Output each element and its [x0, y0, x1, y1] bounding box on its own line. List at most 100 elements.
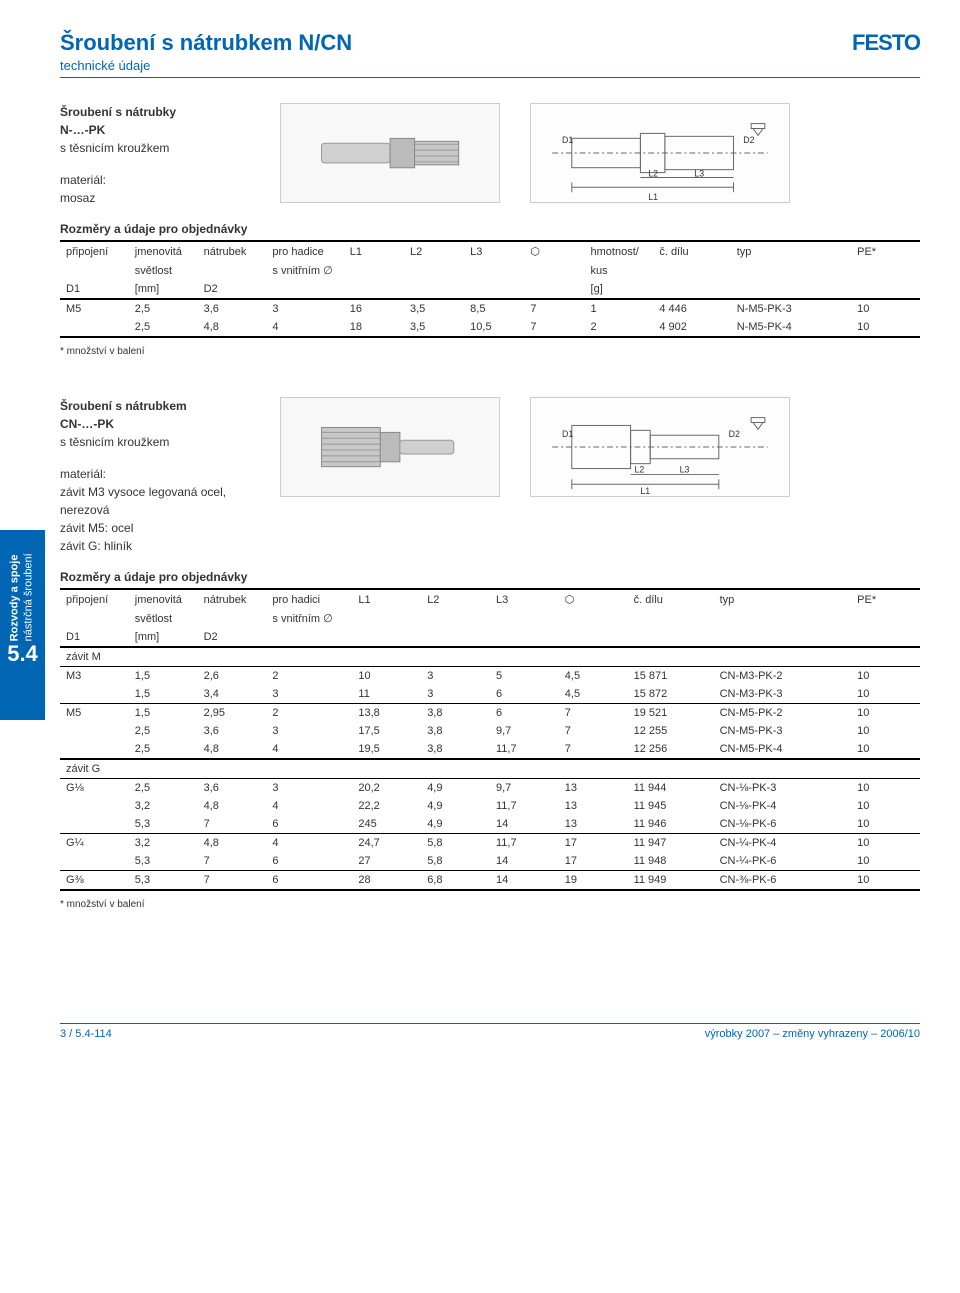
svg-text:L1: L1 [648, 192, 658, 202]
table-cell: 3 [421, 685, 490, 704]
table-cell: 2,5 [129, 779, 198, 798]
table-cell: 3,8 [421, 704, 490, 723]
section2-material-label: materiál: [60, 465, 260, 483]
table-cell: 4,8 [198, 740, 267, 759]
table-cell: 2,6 [198, 667, 267, 686]
th-hex: ⬡ [559, 589, 628, 609]
table-cell: 11 945 [628, 797, 714, 815]
table-cell: CN-M5-PK-2 [714, 704, 852, 723]
table-cell: CN-M3-PK-3 [714, 685, 852, 704]
table-cell: 11 [352, 685, 421, 704]
table-cell: 10 [851, 299, 920, 318]
table1-title: Rozměry a údaje pro objednávky [60, 222, 920, 236]
table1: připojení jmenovitá nátrubek pro hadice … [60, 240, 920, 338]
table-cell: 15 871 [628, 667, 714, 686]
table-cell: 11 947 [628, 834, 714, 853]
th-g: [g] [585, 280, 654, 299]
section1-heading1: Šroubení s nátrubky [60, 103, 260, 121]
table-cell: CN-⅛-PK-6 [714, 815, 852, 834]
table-cell: 7 [559, 704, 628, 723]
th-mm: [mm] [129, 628, 198, 647]
table-cell: 11,7 [490, 740, 559, 759]
table-cell [60, 722, 129, 740]
table-row: 5,3762454,9141311 946CN-⅛-PK-610 [60, 815, 920, 834]
th-typ: typ [714, 589, 852, 609]
table-cell: 2,5 [129, 299, 198, 318]
table-cell: 4,9 [421, 797, 490, 815]
svg-text:L3: L3 [694, 169, 704, 179]
th-mm: [mm] [129, 280, 198, 299]
th-pe: PE* [851, 589, 920, 609]
table-cell: 7 [559, 740, 628, 759]
table-cell: 5,8 [421, 834, 490, 853]
table-cell: 1 [585, 299, 654, 318]
table-cell: CN-¼-PK-6 [714, 852, 852, 871]
table-cell: 13 [559, 779, 628, 798]
th-natrubek: nátrubek [198, 589, 267, 609]
th-D1: D1 [60, 280, 129, 299]
section2-diagram: D1 D2 L1 L2 L3 [530, 397, 790, 497]
table-cell: 11 948 [628, 852, 714, 871]
table-cell: 10 [851, 318, 920, 337]
th-pripojeni: připojení [60, 589, 129, 609]
table-cell: 4,9 [421, 779, 490, 798]
table-cell: 4,5 [559, 685, 628, 704]
table-cell: 16 [344, 299, 404, 318]
table-cell: 3,8 [421, 722, 490, 740]
table-cell: 3,6 [198, 722, 267, 740]
table-cell: 10 [851, 667, 920, 686]
table-cell: 4 446 [653, 299, 730, 318]
table-cell: 17 [559, 834, 628, 853]
table-cell: 1,5 [129, 685, 198, 704]
table-cell: 5,8 [421, 852, 490, 871]
table-row: 2,53,6317,53,89,7712 255CN-M5-PK-310 [60, 722, 920, 740]
section1-material-label: materiál: [60, 171, 260, 189]
th-pe: PE* [851, 241, 920, 261]
th-hmotnost: hmotnost/ [585, 241, 654, 261]
svg-text:D2: D2 [729, 429, 740, 439]
table-cell: 4 902 [653, 318, 730, 337]
table-cell: CN-M5-PK-4 [714, 740, 852, 759]
table-cell [60, 815, 129, 834]
th-L1: L1 [352, 589, 421, 609]
table-cell: 2 [585, 318, 654, 337]
svg-text:D1: D1 [562, 135, 573, 145]
table-cell: 17,5 [352, 722, 421, 740]
table-cell: CN-¼-PK-4 [714, 834, 852, 853]
table-cell: 24,7 [352, 834, 421, 853]
table-cell: 6 [266, 815, 352, 834]
table-row: G⅜5,376286,8141911 949CN-⅜-PK-610 [60, 871, 920, 891]
table-cell: 4,8 [198, 834, 267, 853]
th-L2: L2 [404, 241, 464, 261]
table-cell: G¼ [60, 834, 129, 853]
section2-text: Šroubení s nátrubkem CN-…-PK s těsnicím … [60, 397, 260, 555]
th-pripojeni: připojení [60, 241, 129, 261]
th-prohadici: pro hadici [266, 589, 352, 609]
table-cell: 4 [266, 797, 352, 815]
svg-text:D1: D1 [562, 429, 573, 439]
table-cell: 15 872 [628, 685, 714, 704]
table-cell: 10,5 [464, 318, 524, 337]
table-cell: 2,95 [198, 704, 267, 723]
brand-logo: FESTO [852, 30, 920, 56]
table-row: 2,54,84183,510,5724 902N-M5-PK-410 [60, 318, 920, 337]
section2-heading2: CN-…-PK [60, 415, 260, 433]
table-cell: 14 [490, 871, 559, 891]
table-cell: CN-M3-PK-2 [714, 667, 852, 686]
th-typ: typ [731, 241, 851, 261]
table-cell: 245 [352, 815, 421, 834]
table-cell: CN-M5-PK-3 [714, 722, 852, 740]
th-L2: L2 [421, 589, 490, 609]
table-cell: 3,2 [129, 834, 198, 853]
th-jmenovita: jmenovitá [129, 589, 198, 609]
table-cell: 10 [851, 815, 920, 834]
table-cell [60, 852, 129, 871]
table-cell: 5,3 [129, 871, 198, 891]
table-cell: 7 [198, 852, 267, 871]
table-cell: 2,5 [129, 318, 198, 337]
section2-heading1: Šroubení s nátrubkem [60, 397, 260, 415]
section1-heading3: s těsnicím kroužkem [60, 139, 260, 157]
th-L1: L1 [344, 241, 404, 261]
table-cell: 14 [490, 815, 559, 834]
footer-right: výrobky 2007 – změny vyhrazeny – 2006/10 [705, 1028, 920, 1040]
